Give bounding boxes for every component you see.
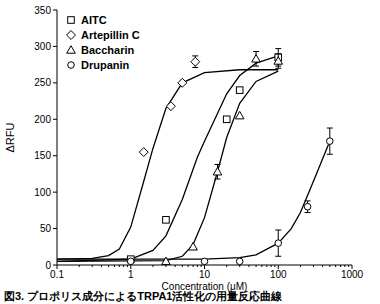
x-minor-tick <box>101 265 102 267</box>
x-minor-tick <box>348 265 349 267</box>
x-minor-tick <box>165 265 166 267</box>
data-point <box>275 240 282 247</box>
data-point <box>139 148 148 157</box>
data-point <box>201 258 208 265</box>
fit-curve <box>57 71 278 261</box>
x-minor-tick <box>119 265 120 267</box>
y-tick <box>53 228 57 229</box>
y-tick-label: 100 <box>34 187 51 198</box>
y-tick <box>53 82 57 83</box>
plot-area <box>57 49 333 265</box>
data-point <box>163 217 170 224</box>
x-minor-tick <box>322 265 323 267</box>
x-minor-tick <box>329 265 330 267</box>
x-minor-tick <box>197 265 198 267</box>
data-point <box>252 55 261 63</box>
data-point <box>162 257 171 265</box>
y-tick-label: 200 <box>34 114 51 125</box>
y-tick <box>53 192 57 193</box>
y-axis-label: ΔRFU <box>4 122 16 152</box>
x-minor-tick <box>239 265 240 267</box>
fit-curve <box>57 70 278 259</box>
x-minor-tick <box>152 265 153 267</box>
data-point <box>326 138 333 145</box>
x-tick-label: 1000 <box>341 269 364 280</box>
data-point <box>178 78 187 87</box>
x-minor-tick <box>300 265 301 267</box>
x-minor-tick <box>92 265 93 267</box>
y-tick-label: 250 <box>34 77 51 88</box>
legend-label: Artepillin C <box>81 29 140 41</box>
x-tick-label: 100 <box>270 269 287 280</box>
x-tick-label: 10 <box>199 269 211 280</box>
x-minor-tick <box>123 265 124 267</box>
legend-label: Drupanin <box>81 59 130 71</box>
legend-marker <box>68 62 75 69</box>
x-minor-tick <box>114 265 115 267</box>
data-point <box>274 57 283 65</box>
data-point <box>166 102 175 111</box>
caption: 図3. プロポリス成分によるTRPA1活性化の用量反応曲線 <box>4 290 283 302</box>
x-minor-tick <box>226 265 227 267</box>
legend: AITC Artepillin C Baccharin Drupanin <box>67 14 140 71</box>
x-tick-label: 1 <box>128 269 134 280</box>
error-bar <box>327 128 333 154</box>
x-minor-tick <box>248 265 249 267</box>
legend-label: Baccharin <box>81 44 134 56</box>
x-minor-tick <box>193 265 194 267</box>
x-minor-tick <box>266 265 267 267</box>
x-minor-tick <box>188 265 189 267</box>
legend-marker <box>68 17 75 24</box>
legend-label: AITC <box>81 14 107 26</box>
x-minor-tick <box>127 265 128 267</box>
y-tick <box>53 10 57 11</box>
x-minor-tick <box>175 265 176 267</box>
fit-curve <box>57 141 330 259</box>
x-minor-tick <box>274 265 275 267</box>
y-tick-label: 150 <box>34 150 51 161</box>
y-tick <box>53 155 57 156</box>
x-minor-tick <box>182 265 183 267</box>
fit-curve <box>57 56 278 261</box>
x-minor-tick <box>340 265 341 267</box>
data-point <box>304 203 311 210</box>
legend-marker <box>67 31 76 40</box>
x-minor-tick <box>271 265 272 267</box>
y-tick <box>53 119 57 120</box>
error-bar <box>275 230 281 256</box>
data-point <box>213 167 222 175</box>
data-point <box>223 116 230 123</box>
x-minor-tick <box>261 265 262 267</box>
y-tick-label: 300 <box>34 41 51 52</box>
x-minor-tick <box>256 265 257 267</box>
legend-marker <box>67 46 76 54</box>
data-point <box>189 242 198 250</box>
x-minor-tick <box>79 265 80 267</box>
data-point <box>235 111 244 119</box>
chart: 0501001502002503003500.11101001000Concen… <box>0 0 380 304</box>
y-tick-label: 350 <box>34 5 51 16</box>
data-point <box>236 87 243 94</box>
x-minor-tick <box>344 265 345 267</box>
error-bar <box>305 201 311 213</box>
data-point <box>236 258 243 265</box>
y-tick <box>53 46 57 47</box>
x-tick-label: 0.1 <box>50 269 64 280</box>
x-minor-tick <box>108 265 109 267</box>
x-minor-tick <box>313 265 314 267</box>
y-tick <box>53 265 57 266</box>
x-minor-tick <box>201 265 202 267</box>
data-point <box>191 57 200 66</box>
y-tick-label: 50 <box>40 223 52 234</box>
data-point <box>127 258 134 265</box>
y-axis <box>57 10 58 265</box>
x-minor-tick <box>335 265 336 267</box>
